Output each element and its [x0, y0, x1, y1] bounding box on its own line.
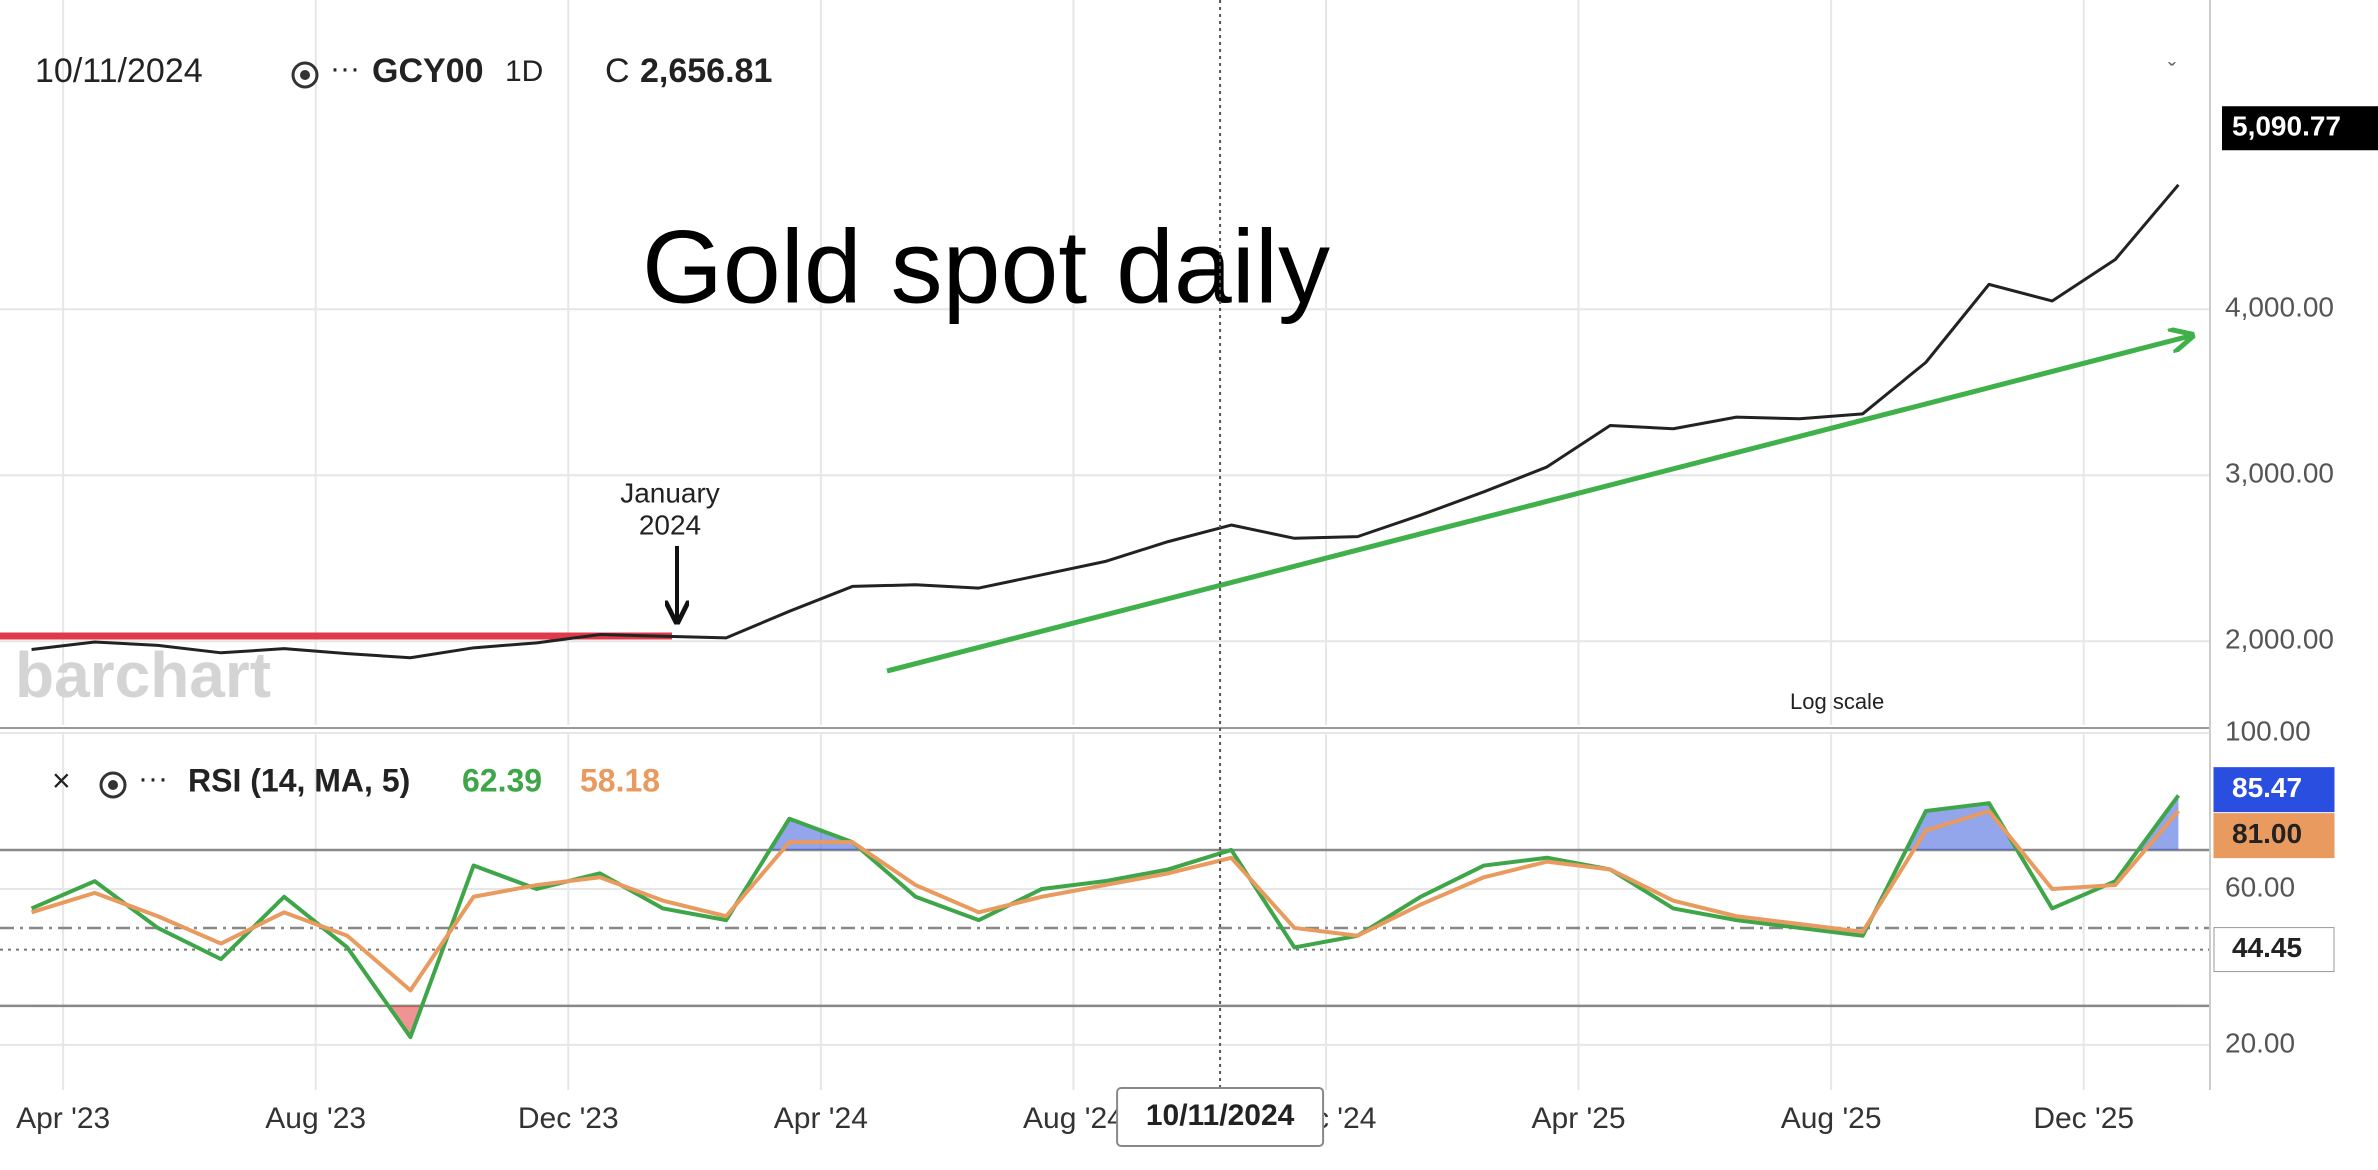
x-tick-label: Aug '25 [1781, 1102, 1882, 1135]
header-close: 2,656.81 [640, 52, 772, 90]
oversold-fill [388, 1005, 422, 1038]
price-tag [2222, 106, 2378, 151]
value-tag [2213, 927, 2335, 973]
header-close-label: C [605, 52, 630, 90]
y-tick-label: 100.00 [2225, 715, 2311, 746]
x-tick-label: Aug '24 [1023, 1102, 1124, 1135]
value-tag [2213, 767, 2335, 813]
header-interval: 1D [505, 55, 543, 88]
chart-title: Gold spot daily [642, 209, 1330, 325]
y-tick-label: 2,000.00 [2225, 624, 2334, 655]
annotation: January [620, 477, 720, 508]
rsi-line [30, 794, 2181, 1040]
menu-dots[interactable]: ··· [330, 52, 360, 85]
y-tick-label: 20.00 [2225, 1027, 2295, 1058]
header-symbol: GCY00 [372, 52, 484, 90]
overbought-fill [31, 795, 2179, 850]
rsi-line [30, 808, 2180, 993]
value-tag-label: 85.47 [2232, 772, 2302, 803]
rsi-title: RSI (14, MA, 5) [188, 762, 410, 798]
y-tick-label: 3,000.00 [2225, 458, 2334, 489]
value-tag-label: 81.00 [2232, 818, 2302, 849]
x-tick-label: Dec '25 [2033, 1102, 2134, 1135]
x-tick-label: Aug '23 [265, 1102, 366, 1135]
x-tick-label: Apr '25 [1532, 1102, 1626, 1135]
close-icon[interactable]: × [52, 762, 71, 798]
x-tick-label: Apr '24 [774, 1102, 868, 1135]
eye-icon[interactable] [99, 771, 127, 799]
menu-dots[interactable]: ··· [138, 762, 168, 795]
price-tag-label: 5,090.77 [2232, 111, 2341, 142]
trend-arrow [886, 336, 2190, 674]
header: 10/11/2024 ··· GCY00 1D C 2,656.81 ˇ [35, 52, 2176, 90]
scale-button[interactable]: Log scale [1790, 689, 1884, 714]
crosshair-label: 10/11/2024 [1146, 1099, 1295, 1132]
legend-value: 62.39 [462, 762, 542, 798]
eye-pupil [108, 780, 118, 790]
x-tick-label: Apr '23 [16, 1102, 110, 1135]
value-tag [2213, 813, 2335, 859]
y-tick-label: 60.00 [2225, 871, 2295, 902]
y-tick-label: 4,000.00 [2225, 292, 2334, 323]
value-tag-label: 44.45 [2232, 932, 2302, 963]
crosshair-box [1116, 1087, 1325, 1147]
collapse-icon[interactable]: ˇ [2168, 58, 2176, 85]
eye-pupil [300, 70, 310, 80]
eye-icon[interactable] [291, 61, 319, 89]
price-line [31, 183, 2180, 660]
x-tick-label: Dec '23 [518, 1102, 619, 1135]
annotation: 2024 [639, 509, 701, 540]
legend-value: 58.18 [580, 762, 660, 798]
rsi-header: × ··· RSI (14, MA, 5) 62.39 58.18 [52, 762, 660, 799]
watermark: barchart [15, 639, 271, 711]
header-date: 10/11/2024 [35, 52, 203, 90]
